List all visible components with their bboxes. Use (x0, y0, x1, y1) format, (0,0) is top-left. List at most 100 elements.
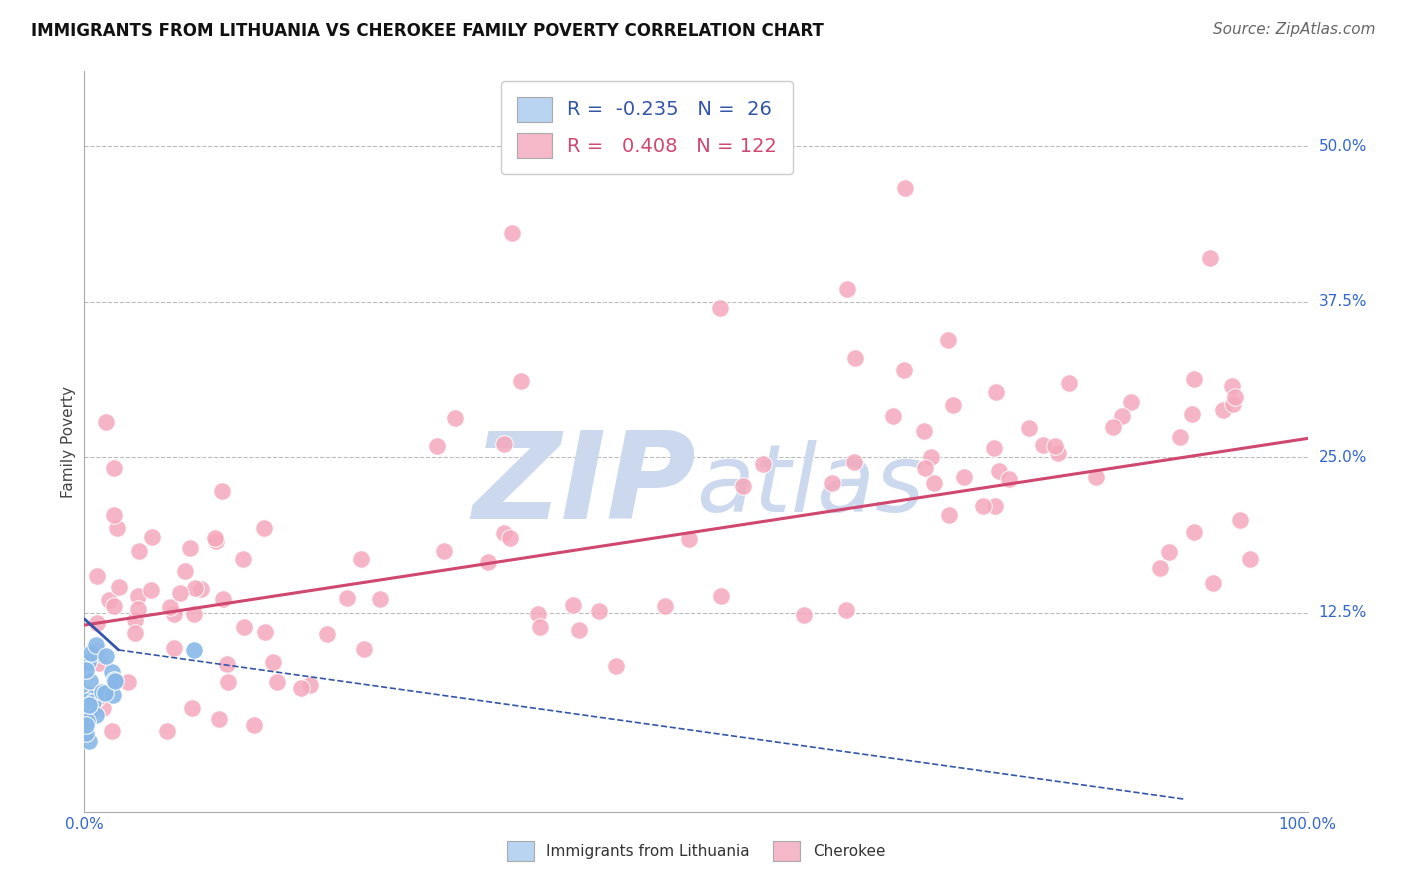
Point (128, 544, 150, 558)
Point (86, 568, 108, 582)
Point (527, 607, 550, 621)
Point (156, 723, 179, 738)
Point (1084, 470, 1107, 484)
Point (368, 592, 391, 607)
Point (492, 436, 515, 450)
Point (169, 586, 191, 600)
Point (844, 351, 866, 365)
Point (83, 690, 105, 705)
Point (101, 665, 124, 679)
Point (837, 282, 859, 296)
Point (920, 450, 942, 464)
Point (678, 532, 700, 546)
Text: Source: ZipAtlas.com: Source: ZipAtlas.com (1212, 22, 1375, 37)
Point (1101, 419, 1123, 434)
Point (588, 605, 610, 619)
Point (1181, 408, 1204, 422)
Point (80, 646, 103, 660)
Point (93, 701, 115, 715)
Point (105, 521, 128, 535)
Point (1168, 430, 1191, 444)
Point (793, 608, 815, 623)
Point (183, 643, 205, 657)
Point (103, 599, 125, 614)
Point (1198, 251, 1220, 265)
Point (731, 479, 754, 493)
Point (162, 640, 184, 655)
Legend: Immigrants from Lithuania, Cherokee: Immigrants from Lithuania, Cherokee (501, 835, 891, 867)
Point (77, 698, 100, 712)
Point (953, 470, 976, 484)
Point (1119, 395, 1142, 409)
Point (75, 726, 97, 740)
Point (1043, 439, 1066, 453)
Point (117, 674, 139, 689)
Point (232, 551, 254, 566)
Point (96, 416, 118, 430)
Point (912, 424, 935, 438)
Point (181, 701, 204, 715)
Point (184, 581, 207, 595)
Point (232, 620, 254, 634)
Point (266, 675, 288, 690)
Point (89, 657, 111, 671)
Point (983, 441, 1005, 455)
Text: atlas: atlas (696, 441, 924, 532)
Point (821, 476, 844, 491)
Point (914, 461, 936, 475)
Point (141, 583, 163, 598)
Point (127, 602, 149, 616)
Point (101, 723, 124, 738)
Point (562, 599, 585, 613)
Point (568, 623, 591, 637)
Point (79, 673, 101, 688)
Point (1220, 379, 1243, 393)
Point (96, 649, 118, 664)
Point (77, 655, 100, 669)
Point (654, 599, 676, 613)
Point (77, 734, 100, 748)
Point (1182, 372, 1205, 386)
Point (208, 712, 231, 726)
Point (84, 707, 107, 722)
Point (1159, 545, 1181, 559)
Point (509, 374, 531, 388)
Point (159, 599, 181, 614)
Point (502, 226, 524, 240)
Point (94, 685, 117, 699)
Text: 25.0%: 25.0% (1319, 450, 1367, 465)
Point (842, 455, 865, 469)
Point (127, 589, 149, 603)
Point (76, 694, 98, 708)
Point (1182, 524, 1205, 539)
Point (253, 521, 276, 535)
Point (86, 644, 108, 658)
Point (141, 530, 163, 544)
Point (983, 499, 1005, 513)
Point (75, 663, 97, 677)
Point (103, 508, 125, 522)
Y-axis label: Family Poverty: Family Poverty (60, 385, 76, 498)
Point (1111, 409, 1133, 423)
Point (1046, 446, 1069, 460)
Point (104, 674, 127, 689)
Point (190, 582, 212, 596)
Point (108, 580, 131, 594)
Point (336, 591, 359, 606)
Point (1032, 438, 1054, 452)
Point (75, 687, 97, 701)
Point (254, 624, 277, 639)
Point (987, 464, 1010, 478)
Point (433, 544, 456, 558)
Point (242, 717, 264, 731)
Point (1057, 376, 1080, 390)
Text: 50.0%: 50.0% (1319, 138, 1367, 153)
Point (84, 638, 107, 652)
Point (1229, 513, 1251, 527)
Point (350, 551, 373, 566)
Point (492, 526, 515, 541)
Point (1223, 390, 1246, 404)
Point (205, 533, 228, 548)
Point (103, 461, 125, 475)
Point (212, 592, 235, 607)
